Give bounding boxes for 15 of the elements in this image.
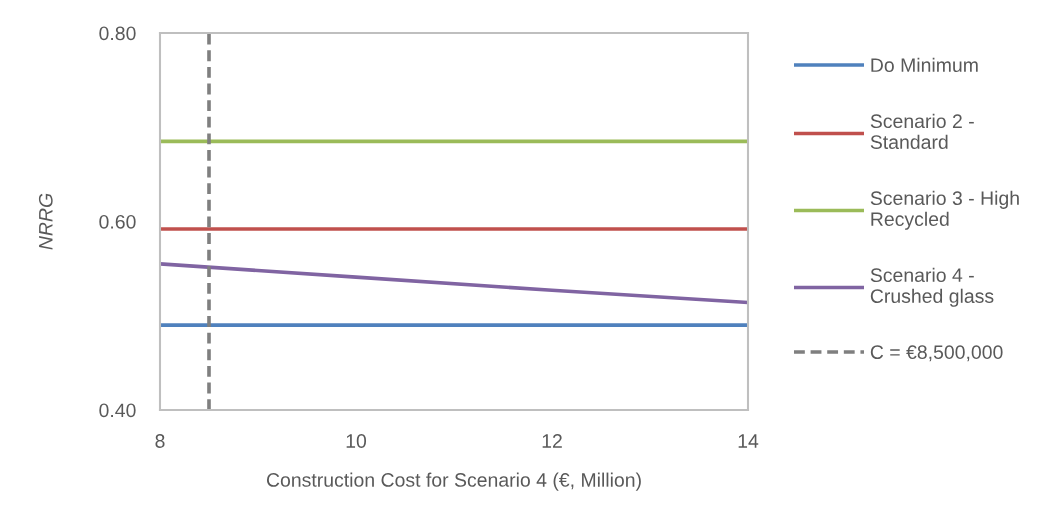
- x-tick-label: 12: [542, 434, 562, 448]
- x-axis-title: Construction Cost for Scenario 4 (€, Million): [266, 472, 641, 491]
- legend-label: Scenario 3 - High Recycled: [870, 190, 1019, 230]
- x-tick-label: 8: [155, 434, 165, 448]
- line-series: [160, 262, 748, 305]
- y-tick-label: 0.40: [99, 403, 136, 418]
- y-tick-label: 0.60: [99, 214, 136, 229]
- legend-label: Scenario 4 - Crushed glass: [870, 267, 994, 307]
- y-tick-label: 0.80: [99, 26, 136, 41]
- legend-label: Do Minimum: [871, 57, 978, 73]
- legend-label: C = €8,500,000: [870, 345, 1003, 362]
- legend-label: Scenario 2 - Standard: [870, 113, 974, 150]
- x-tick-label: 10: [346, 434, 367, 448]
- y-axis-title: NRRG: [38, 193, 53, 250]
- x-tick-label: 14: [738, 434, 759, 448]
